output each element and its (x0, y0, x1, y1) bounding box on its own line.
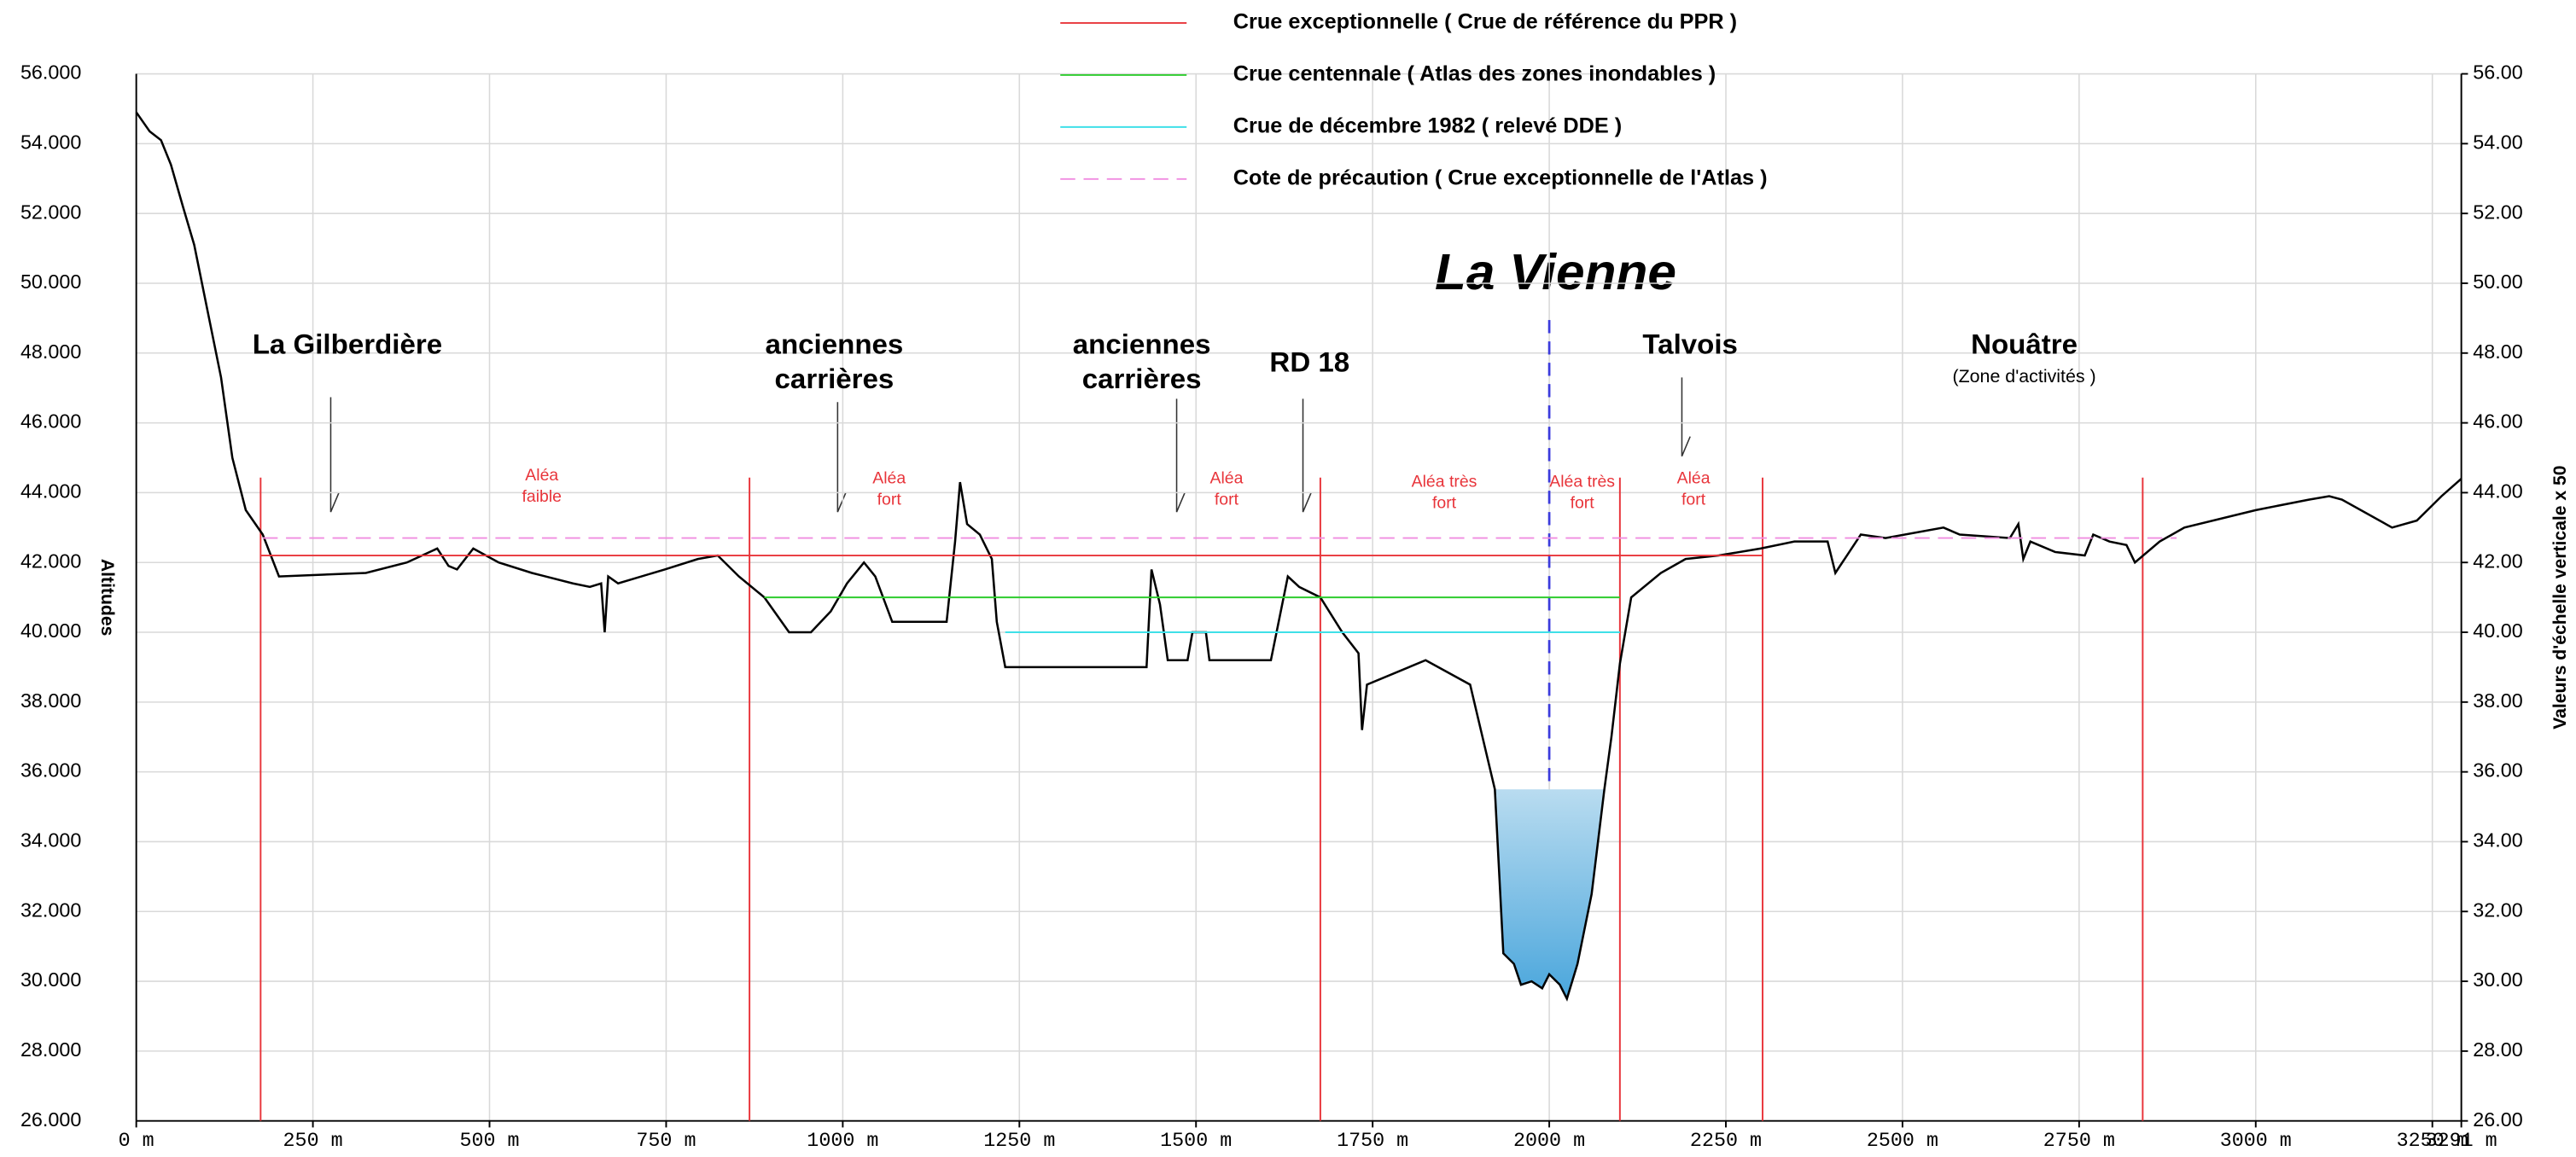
y-tick-label: 48.000 (20, 340, 81, 363)
y-tick-label: 40.000 (20, 619, 81, 642)
arrow (1302, 398, 1312, 513)
hazard-label: fort (1432, 494, 1457, 513)
y-tick-label: 36.000 (20, 759, 81, 782)
y2-tick-label: 30.00 (2473, 968, 2522, 991)
hazard-label: faible (522, 487, 562, 506)
y2-tick-label: 42.00 (2473, 549, 2522, 572)
arrows (329, 377, 1691, 513)
hazard-label: fort (877, 491, 902, 509)
x-tick-label: 1500 m (1160, 1130, 1232, 1152)
y2-tick-label: 52.00 (2473, 201, 2522, 223)
place-label: Nouâtre (1971, 328, 2078, 360)
y-tick-label: 44.000 (20, 480, 81, 503)
y2-tick-label: 28.00 (2473, 1038, 2522, 1061)
y-tick-label: 52.000 (20, 201, 81, 223)
hazard-label: fort (1215, 491, 1239, 509)
place-label: carrières (1082, 363, 1202, 394)
x-tick-label: 750 m (636, 1130, 696, 1152)
y2-tick-label: 46.00 (2473, 410, 2522, 433)
water (1495, 789, 1605, 999)
x-tick-label: 1750 m (1337, 1130, 1408, 1152)
x-tick-label: 1250 m (983, 1130, 1055, 1152)
legend-label: Crue de décembre 1982 ( relevé DDE ) (1233, 114, 1623, 138)
hazard-label: fort (1681, 491, 1706, 509)
x-tick-label: 250 m (283, 1130, 343, 1152)
hazard-label: fort (1571, 494, 1595, 513)
y-tick-label: 28.000 (20, 1038, 81, 1061)
hazard-label: Aléa très (1412, 473, 1477, 491)
x-tick-label: 2250 m (1690, 1130, 1762, 1152)
y-tick-label: 42.000 (20, 549, 81, 572)
place-label: carrières (775, 363, 895, 394)
place-label: RD 18 (1269, 346, 1349, 378)
hazard-label: Aléa (872, 469, 906, 488)
y-tick-label: 26.000 (20, 1108, 81, 1131)
x-tick-label: 3250 m (2397, 1130, 2468, 1152)
arrow (836, 402, 847, 513)
place-label: anciennes (1073, 328, 1211, 360)
y-tick-label: 32.000 (20, 898, 81, 921)
legend-label: Crue centennale ( Atlas des zones inonda… (1233, 62, 1716, 86)
x-tick-label: 2750 m (2043, 1130, 2115, 1152)
y2-tick-label: 44.00 (2473, 480, 2522, 503)
x-tick-label: 3000 m (2220, 1130, 2292, 1152)
y2-tick-label: 36.00 (2473, 759, 2522, 782)
legend-label: Cote de précaution ( Crue exceptionnelle… (1233, 166, 1768, 190)
y2-tick-label: 32.00 (2473, 898, 2522, 921)
x-tick-label: 2000 m (1513, 1130, 1585, 1152)
x-tick-label: 500 m (459, 1130, 519, 1152)
x-tick-label: 3291 m (2426, 1130, 2497, 1152)
place-label: La Gilberdière (253, 328, 442, 360)
legend-label: Crue exceptionnelle ( Crue de référence … (1233, 10, 1737, 34)
arrow (329, 397, 340, 513)
x-tick-label: 1000 m (807, 1130, 878, 1152)
y2-tick-label: 48.00 (2473, 340, 2522, 363)
y2-tick-label: 40.00 (2473, 619, 2522, 642)
y-axis-label: Altitudes (97, 559, 118, 636)
hazard-label: Aléa (525, 466, 558, 485)
arrow (1175, 398, 1186, 513)
y-tick-label: 34.000 (20, 829, 81, 852)
terrain-profile (135, 111, 2462, 1002)
y2-tick-label: 26.00 (2473, 1108, 2522, 1131)
arrow (1681, 377, 1691, 457)
y2-tick-label: 38.00 (2473, 689, 2522, 712)
x-tick-label: 2500 m (1867, 1130, 1938, 1152)
hazard-label: Aléa très (1549, 473, 1615, 491)
y-tick-label: 56.000 (20, 61, 81, 84)
y-tick-label: 54.000 (20, 131, 81, 154)
y-tick-label: 46.000 (20, 410, 81, 433)
y-tick-label: 50.000 (20, 270, 81, 293)
river-label: La Vienne (1435, 243, 1676, 300)
x-tick-label: 0 m (119, 1130, 154, 1152)
y2-axis-label: Valeurs d'échelle verticale x 50 (2550, 465, 2570, 729)
y2-tick-label: 54.00 (2473, 131, 2522, 154)
y2-tick-label: 50.00 (2473, 270, 2522, 293)
y-tick-label: 38.000 (20, 689, 81, 712)
y2-tick-label: 56.00 (2473, 61, 2522, 84)
place-label: Talvois (1642, 328, 1738, 360)
place-label: anciennes (766, 328, 904, 360)
place-note: (Zone d'activités ) (1952, 366, 2095, 387)
y-tick-label: 30.000 (20, 968, 81, 991)
hazard-label: Aléa (1209, 469, 1243, 488)
hazard-label: Aléa (1677, 469, 1711, 488)
y2-tick-label: 34.00 (2473, 829, 2522, 852)
